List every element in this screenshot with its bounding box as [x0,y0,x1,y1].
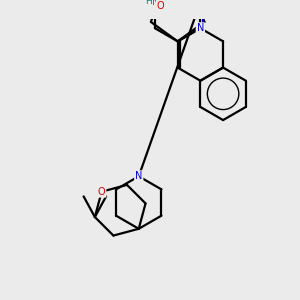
Text: N: N [135,171,142,181]
Text: O: O [98,187,106,197]
Text: N: N [152,0,160,7]
Text: O: O [157,1,165,11]
Text: N: N [197,23,204,33]
Text: H: H [145,0,152,7]
